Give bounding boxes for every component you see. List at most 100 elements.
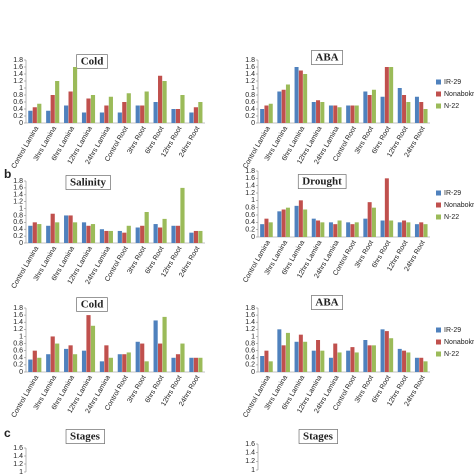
y-tick-label: 0.8 (13, 212, 23, 219)
bar (37, 357, 42, 372)
title-box (298, 429, 338, 444)
bar (193, 230, 198, 243)
bar (303, 209, 308, 237)
chart-title: Cold (81, 56, 104, 68)
bar (108, 96, 113, 123)
bar (135, 105, 140, 123)
bar (268, 222, 273, 237)
title-box (65, 429, 105, 444)
y-tick-label: 1.6 (13, 445, 23, 452)
bar (384, 331, 389, 372)
bar (350, 347, 355, 372)
y-tick-label: 1.4 (245, 319, 255, 326)
bar (285, 207, 290, 237)
bar (346, 350, 351, 372)
bar (328, 105, 333, 123)
y-tick-label: 0.8 (245, 205, 255, 212)
y-tick-label: 1.4 (13, 192, 23, 199)
legend-label: Nonabokra (444, 339, 474, 346)
bar (419, 102, 424, 123)
bar (135, 227, 140, 243)
bar (285, 84, 290, 123)
bar (117, 112, 122, 123)
y-tick-label: 1 (251, 197, 255, 204)
bar (122, 354, 127, 372)
bar (72, 222, 78, 243)
y-tick-label: 0.8 (245, 92, 255, 99)
legend-label: N-22 (444, 214, 459, 221)
y-tick-label: 0.4 (245, 219, 255, 226)
bar (303, 74, 308, 123)
bar (99, 229, 105, 243)
y-tick-label: 0.2 (245, 227, 255, 234)
y-tick-label: 1.6 (245, 64, 255, 71)
y-tick-label: 0.2 (245, 113, 255, 120)
bar (50, 336, 55, 372)
y-tick-label: 0.4 (13, 355, 23, 362)
bar (371, 345, 376, 372)
bar (316, 100, 321, 123)
y-tick-label: 0.2 (13, 362, 23, 369)
bar (311, 102, 316, 123)
bar (406, 222, 411, 237)
bar (281, 345, 286, 372)
bar (294, 341, 299, 372)
bar (294, 205, 299, 237)
y-tick-label: 1.2 (245, 458, 255, 465)
bar (175, 225, 181, 243)
bar (337, 107, 342, 123)
bar (367, 202, 372, 237)
bar (402, 220, 407, 237)
y-tick-label: 1.4 (13, 71, 23, 78)
y-tick-label: 1 (251, 85, 255, 92)
chart-title: ABA (315, 297, 338, 309)
chart-title: Stages (303, 431, 334, 443)
bar (180, 343, 185, 372)
legend-swatch (436, 190, 441, 196)
y-tick-label: 0.2 (13, 233, 23, 240)
bar (333, 343, 338, 372)
bar (46, 354, 51, 372)
chart-title: Drought (302, 176, 342, 188)
bar (311, 218, 316, 237)
y-tick-label: 0.8 (13, 92, 23, 99)
y-tick-label: 0 (19, 369, 23, 376)
bar (189, 357, 194, 372)
bar (316, 220, 321, 237)
bar (153, 224, 158, 243)
bar (414, 96, 419, 123)
bar (328, 357, 333, 372)
x-tick-label: Control Lamina (242, 374, 272, 419)
y-tick-label: 1.4 (245, 450, 255, 457)
bar (104, 230, 109, 243)
bar (402, 350, 407, 372)
bar (140, 225, 145, 243)
bar (198, 102, 203, 123)
y-tick-label: 1.6 (13, 64, 23, 71)
bar (384, 178, 389, 237)
bar (354, 352, 359, 372)
y-tick-label: 0.4 (13, 106, 23, 113)
bar (311, 350, 316, 372)
y-tick-label: 0.2 (13, 113, 23, 120)
bar (108, 230, 113, 243)
bar (260, 109, 265, 123)
legend-label: IR-29 (444, 79, 461, 86)
bar (367, 95, 372, 123)
y-tick-label: 1.2 (13, 461, 23, 468)
bar (50, 213, 55, 243)
bar (68, 345, 73, 372)
y-tick-label: 1 (251, 333, 255, 340)
bar (277, 329, 282, 372)
bar (320, 102, 325, 123)
bar (32, 350, 37, 372)
x-tick-label: Control Lamina (10, 245, 40, 290)
bar (264, 218, 269, 237)
y-tick-label: 1.2 (13, 199, 23, 206)
bar (37, 224, 42, 243)
bar (419, 357, 424, 372)
x-tick-label: Control Lamina (10, 125, 40, 170)
bar (414, 357, 419, 372)
y-tick-label: 1.4 (245, 71, 255, 78)
y-tick-label: 1.2 (245, 78, 255, 85)
